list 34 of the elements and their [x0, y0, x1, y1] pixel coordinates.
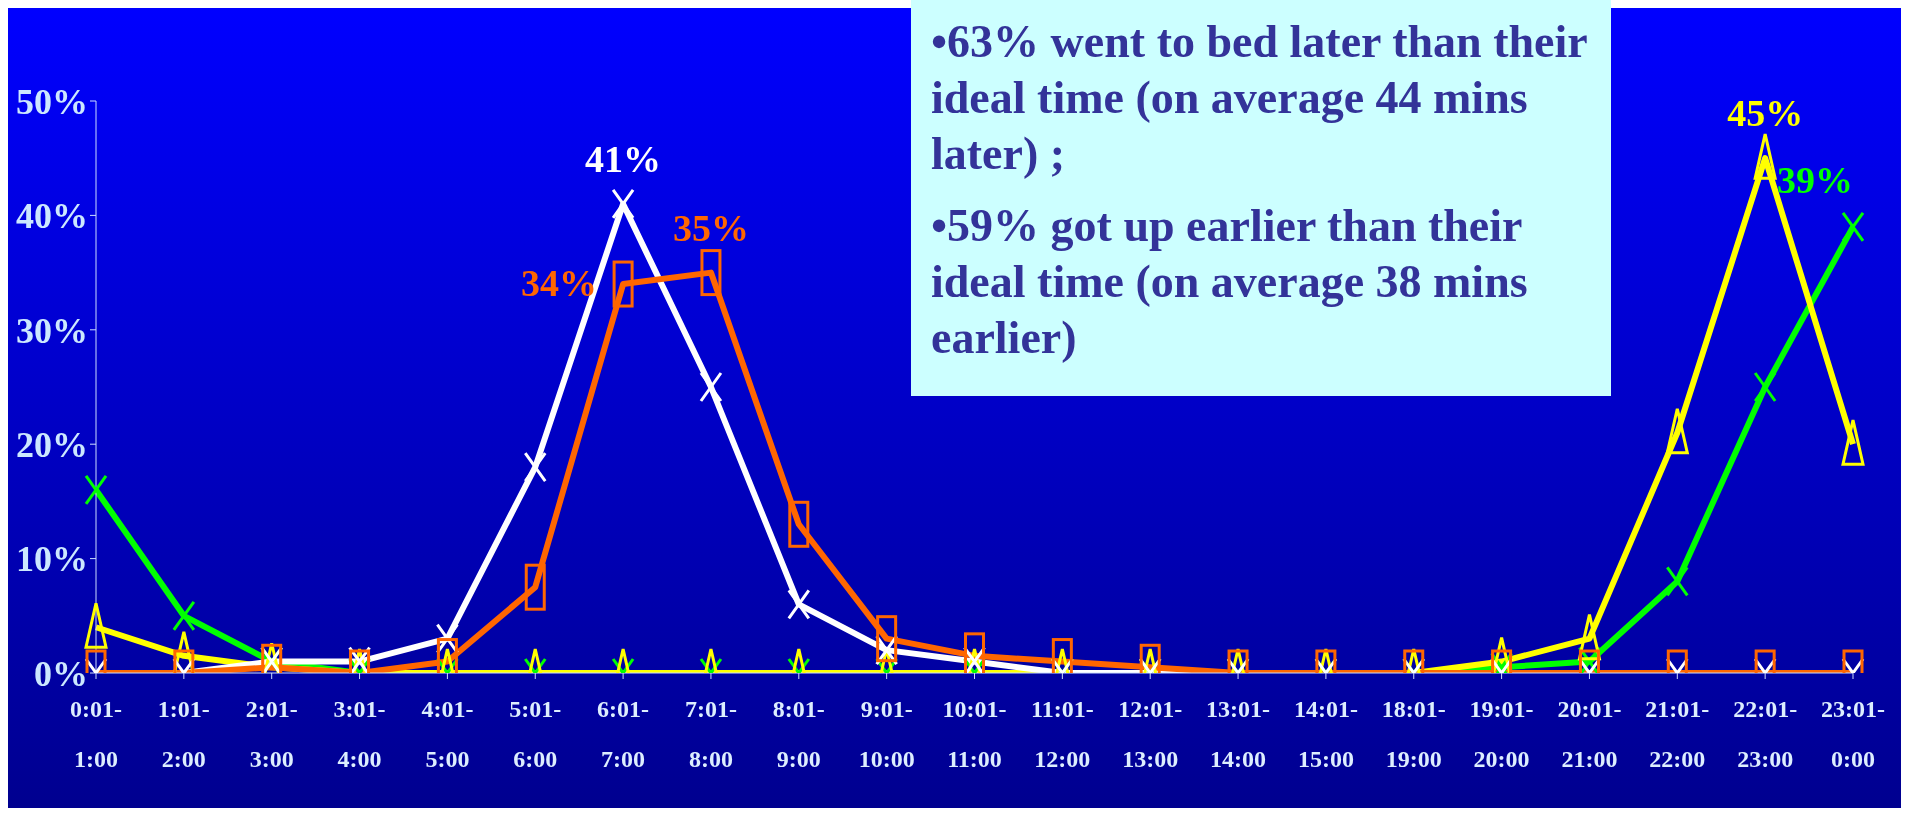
- x-tick-label: 18:01-19:00: [1381, 696, 1446, 772]
- x-tick-label: 1:01-2:00: [157, 696, 210, 772]
- x-tick-label: 9:01-10:00: [858, 696, 915, 772]
- x-tick-label: 4:01-5:00: [421, 696, 474, 772]
- y-tick-label: 30%: [16, 310, 88, 351]
- x-tick-label: 20:01-21:00: [1557, 696, 1622, 772]
- y-tick-label: 40%: [16, 196, 88, 237]
- x-tick-label: 0:01-1:00: [70, 696, 122, 772]
- y-tick-label: 0%: [34, 653, 88, 694]
- x-tick-label: 10:01-11:00: [942, 696, 1007, 772]
- x-tick-label: 7:01-8:00: [684, 696, 737, 772]
- x-tick-label: 22:01-23:00: [1733, 696, 1798, 772]
- data-label: 35%: [672, 206, 749, 249]
- data-label: 41%: [585, 137, 662, 180]
- annotation: •59% got up earlier than their ideal time (on average 38 mins earlier): [931, 199, 1529, 365]
- x-tick-label: 11:01-12:00: [1031, 696, 1094, 772]
- y-tick-label: 50%: [16, 81, 88, 122]
- x-tick-label: 23:01-0:00: [1821, 696, 1885, 772]
- annotation: •63% went to bed later than their ideal time (on average 44 mins later) ;: [931, 15, 1588, 181]
- data-label: 39%: [1777, 158, 1853, 201]
- x-tick-label: 3:01-4:00: [333, 696, 386, 772]
- y-tick-label: 20%: [16, 424, 88, 465]
- x-tick-label: 8:01-9:00: [772, 696, 825, 772]
- x-tick-label: 5:01-6:00: [509, 696, 562, 772]
- data-label: 34%: [521, 262, 598, 305]
- x-tick-label: 14:01-15:00: [1293, 696, 1358, 772]
- y-tick-label: 10%: [16, 539, 88, 580]
- x-tick-label: 19:01-20:00: [1469, 696, 1534, 772]
- x-tick-label: 6:01-7:00: [597, 696, 650, 772]
- x-tick-label: 13:01-14:00: [1206, 696, 1271, 772]
- x-tick-label: 21:01-22:00: [1645, 696, 1710, 772]
- x-tick-label: 12:01-13:00: [1118, 696, 1183, 772]
- x-tick-label: 2:01-3:00: [245, 696, 298, 772]
- data-label: 45%: [1727, 92, 1804, 135]
